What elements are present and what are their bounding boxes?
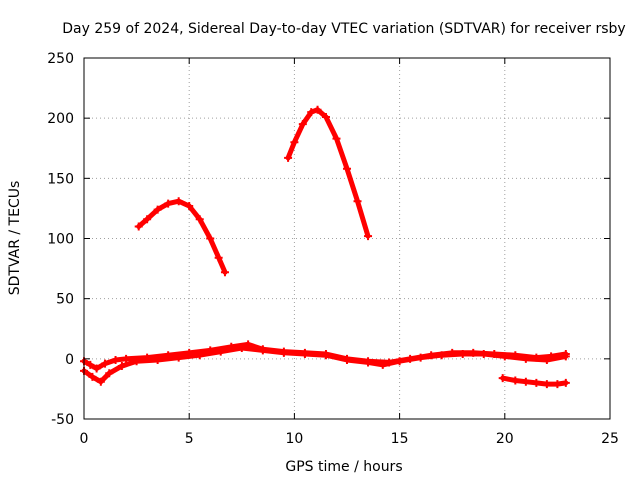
data-point [195, 351, 204, 360]
data-point [174, 353, 183, 362]
data-point [542, 380, 551, 389]
data-point [313, 105, 322, 114]
x-tick-label: 0 [80, 431, 89, 447]
y-tick-label: 100 [47, 232, 74, 248]
data-point [521, 377, 530, 386]
data-point [153, 356, 162, 365]
data-point [532, 378, 541, 387]
data-point [164, 199, 173, 208]
chart-title: Day 259 of 2024, Sidereal Day-to-day VTE… [62, 21, 625, 37]
x-tick-label: 15 [391, 431, 409, 447]
y-axis: -50 0 50 100 150 200 250 [47, 51, 610, 428]
data-point [220, 268, 229, 277]
data-point [185, 202, 194, 211]
data-point [214, 253, 223, 262]
y-tick-label: 50 [56, 292, 74, 308]
data-point [88, 372, 97, 381]
data-point [561, 352, 570, 361]
x-axis: 0 5 10 15 20 25 [80, 58, 619, 447]
data-point [298, 120, 307, 129]
data-point [353, 197, 362, 206]
data-point [132, 357, 141, 366]
data-point [117, 362, 126, 371]
data-point [96, 377, 105, 386]
data-point [561, 378, 570, 387]
series-arc-1 [136, 198, 228, 275]
y-tick-label: 150 [47, 171, 74, 187]
series-layer [80, 105, 570, 389]
series-arc-2 [285, 107, 371, 239]
data-point [290, 138, 299, 147]
data-point [364, 232, 373, 241]
x-axis-label: GPS time / hours [285, 459, 402, 475]
y-axis-label: SDTVAR / TECUs [7, 181, 23, 296]
data-point [206, 234, 215, 243]
data-point [458, 350, 467, 359]
data-point [542, 356, 551, 365]
data-point [258, 346, 267, 355]
data-point [395, 357, 404, 366]
data-point [122, 354, 131, 363]
data-point [300, 350, 309, 359]
data-point [134, 222, 143, 231]
data-point [437, 351, 446, 360]
x-tick-label: 25 [601, 431, 619, 447]
x-tick-label: 5 [185, 431, 194, 447]
data-point [364, 358, 373, 367]
data-point [521, 354, 530, 363]
data-point [174, 197, 183, 206]
data-point [279, 348, 288, 357]
data-point [284, 153, 293, 162]
data-point [343, 356, 351, 365]
y-tick-label: 0 [65, 352, 74, 368]
data-point [343, 164, 351, 173]
data-point [378, 360, 387, 369]
data-point [332, 134, 341, 143]
data-point [416, 353, 425, 362]
data-point [237, 344, 246, 353]
data-point [105, 369, 114, 378]
data-point [500, 352, 509, 361]
data-point [143, 215, 152, 224]
data-point [479, 350, 488, 359]
data-point [153, 205, 162, 214]
x-tick-label: 20 [496, 431, 514, 447]
data-point [111, 356, 120, 365]
data-point [195, 215, 204, 224]
data-point [92, 364, 101, 373]
y-tick-label: 250 [47, 51, 74, 67]
data-point [86, 360, 95, 369]
data-point [321, 112, 330, 121]
data-point [216, 347, 225, 356]
y-tick-label: -50 [51, 412, 74, 428]
data-point [101, 359, 110, 368]
data-point [498, 374, 507, 383]
data-point [553, 380, 562, 389]
data-point [321, 351, 330, 360]
y-tick-label: 200 [47, 111, 74, 127]
data-point [511, 376, 520, 385]
data-point [307, 108, 316, 117]
x-tick-label: 10 [285, 431, 303, 447]
